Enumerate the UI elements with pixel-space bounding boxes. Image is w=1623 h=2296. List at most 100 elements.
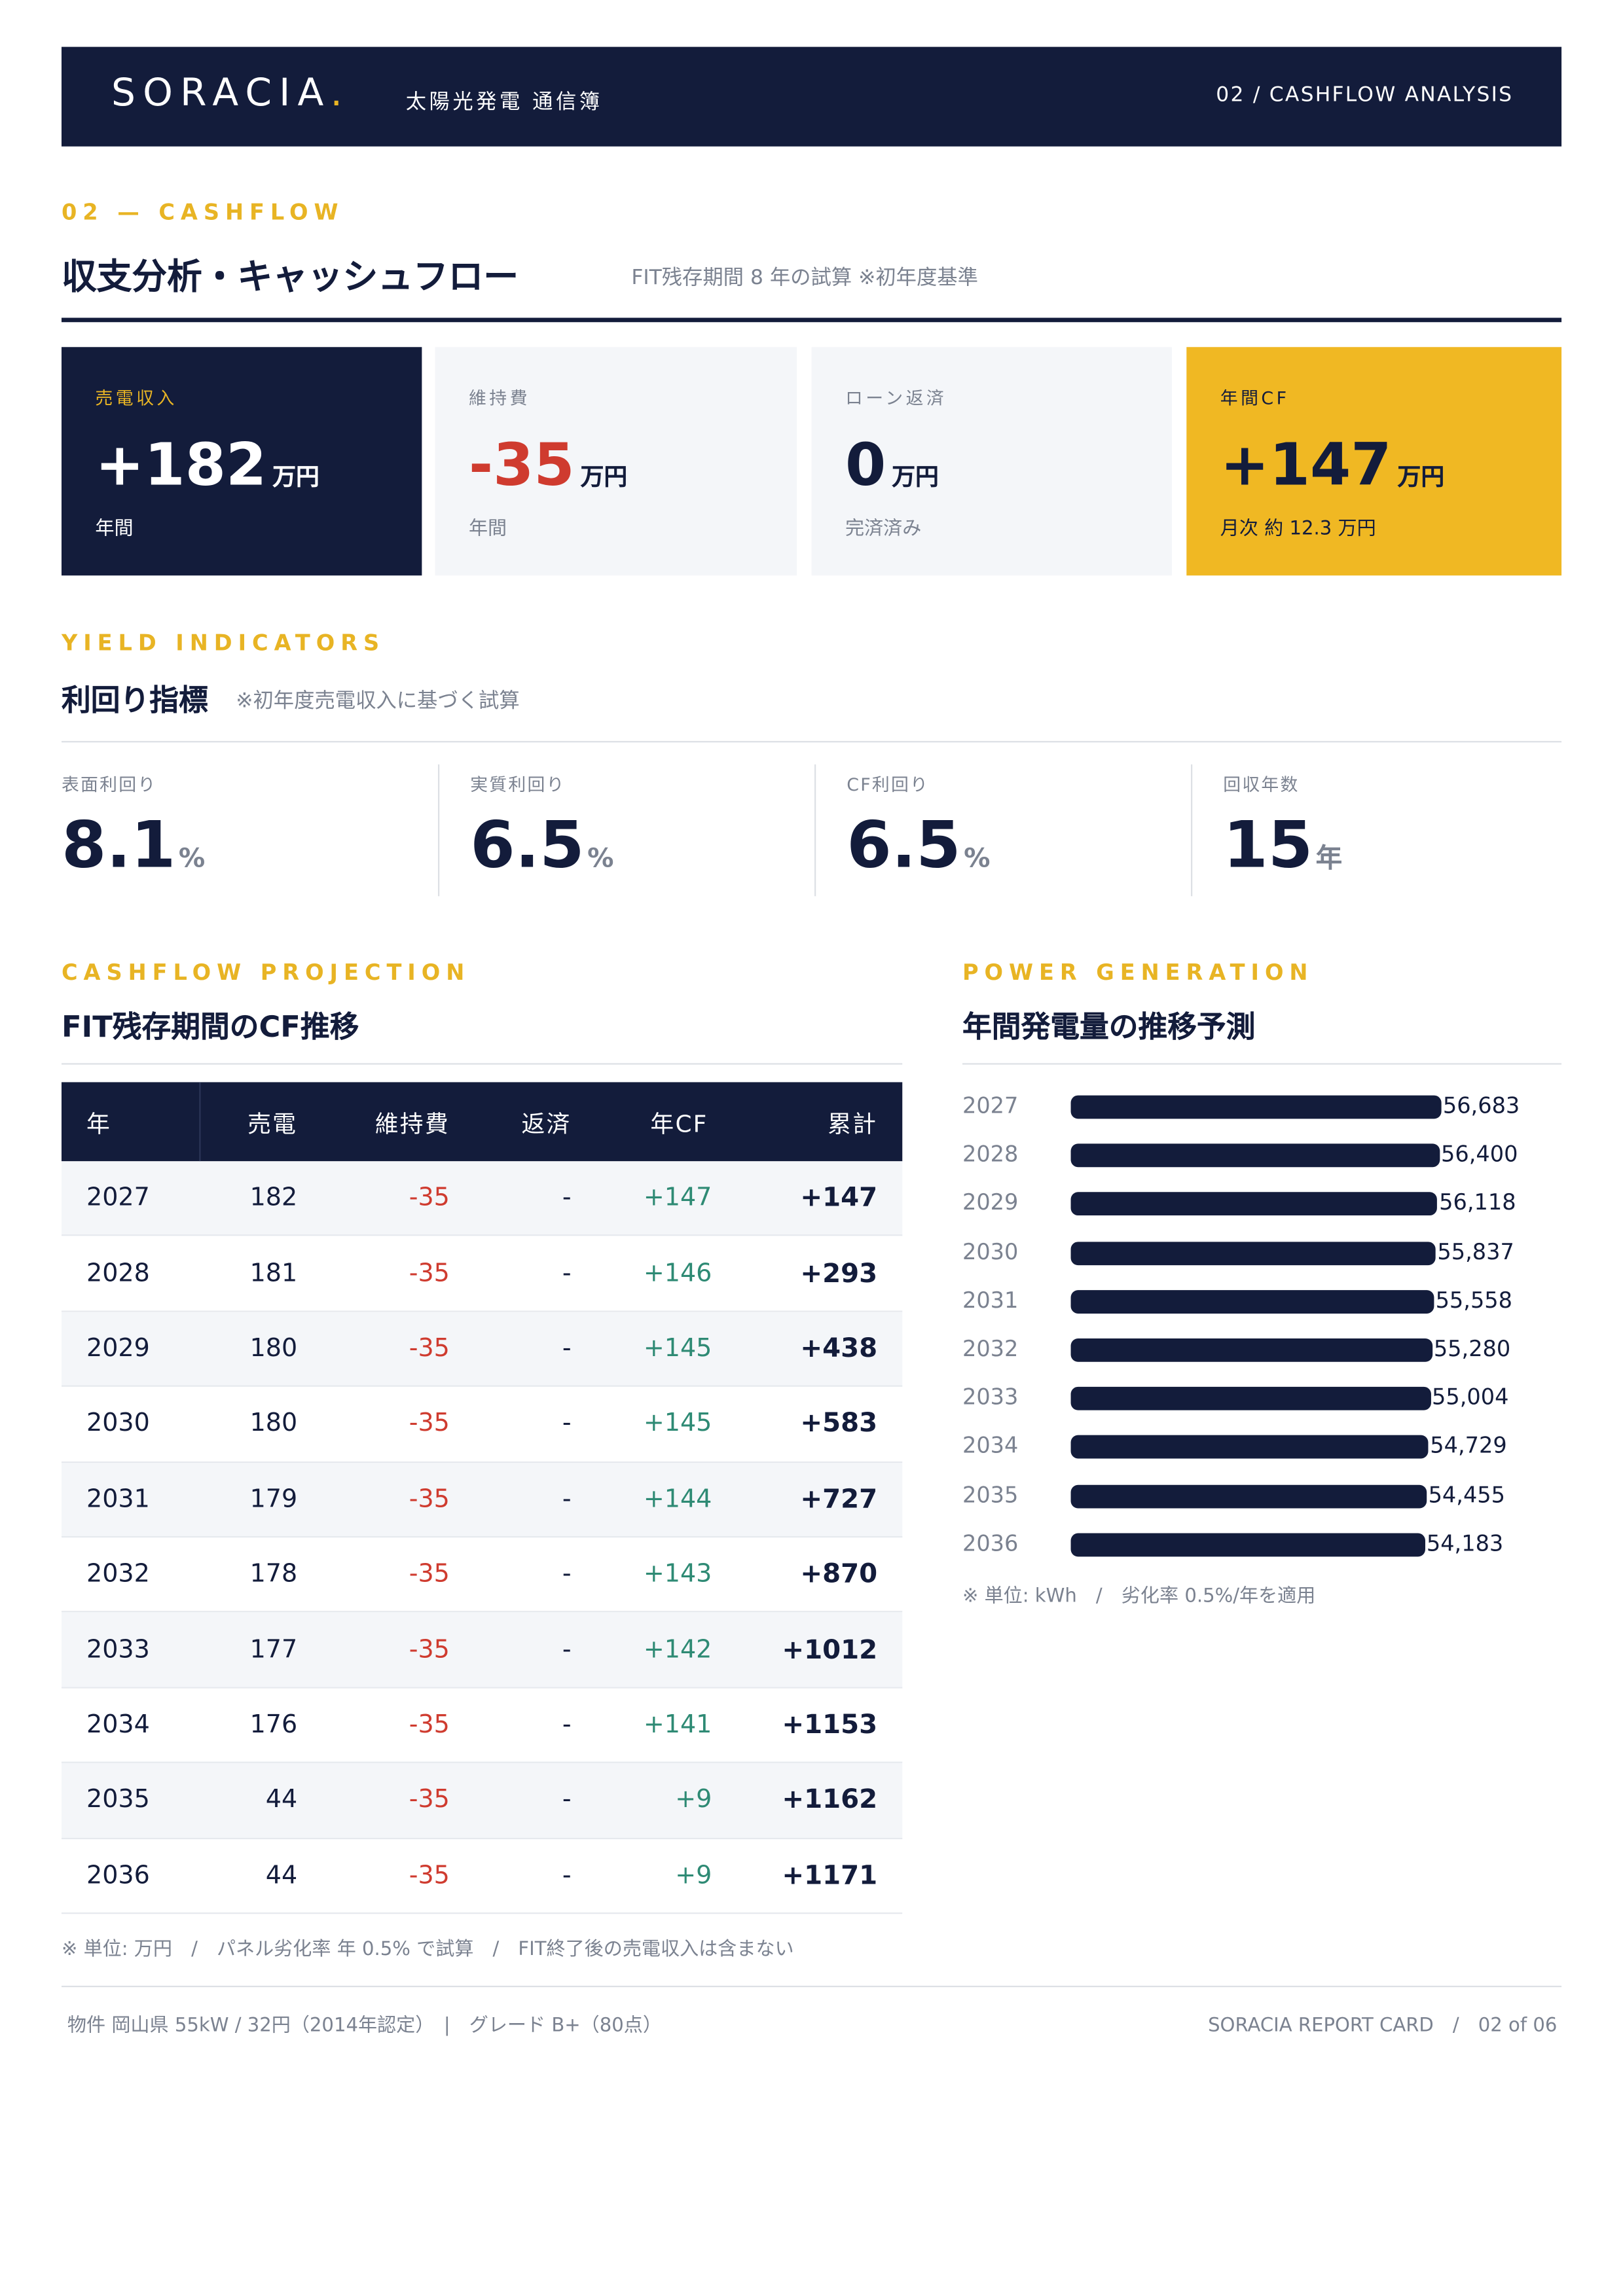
table-cell: +142 [643,1635,712,1664]
kpi-sub: 年間 [468,518,507,541]
yield-value: 6.5% [847,808,990,883]
rule [61,317,1562,323]
table-cell: 182 [249,1183,298,1213]
table-cell: +1162 [782,1785,878,1816]
table-cell: 2030 [86,1409,150,1439]
table-row: 2032 178 -35 - +143 +870 [61,1537,903,1613]
table-cell: +870 [800,1559,878,1590]
value-label: 55,558 [1435,1287,1513,1314]
table-cell: -35 [409,1861,450,1890]
separator [1191,764,1193,897]
yield-item: 表面利回り 8.1% [62,764,354,896]
yield-unit: % [587,843,614,874]
table-cell: - [562,1861,572,1890]
kpi-label: ローン返済 [845,387,947,409]
table-row: 2035 44 -35 - +9 +1162 [61,1763,903,1839]
table-cell: +9 [675,1861,712,1890]
year-label: 2028 [962,1141,1019,1168]
table-row: 2030 180 -35 - +145 +583 [61,1387,903,1463]
table-row: 2027 182 -35 - +147 +147 [61,1161,903,1237]
value-label: 54,729 [1430,1433,1507,1460]
separator [437,764,440,897]
yield-label: 表面利回り [61,774,157,795]
table-cell: +143 [643,1560,712,1589]
eyebrow: CASHFLOW PROJECTION [61,959,471,986]
footer-report: SORACIA REPORT CARD / 02 of 06 [1208,2015,1558,2037]
bar [1070,1435,1429,1460]
year-label: 2035 [962,1481,1019,1508]
year-label: 2029 [962,1189,1019,1216]
yield-item: 実質利回り 6.5% [470,764,763,896]
kpi-unit: 万円 [580,463,628,491]
kpi-unit: 万円 [892,463,939,491]
section-title: 収支分析・キャッシュフロー [61,256,519,298]
yield-item: 回収年数 15 年 [1223,764,1516,896]
value-label: 55,280 [1433,1335,1511,1362]
table-cell: 2031 [86,1484,150,1514]
table-cell: +1171 [782,1860,878,1892]
eyebrow: 02 — CASHFLOW [61,199,344,226]
kpi-label: 維持費 [468,387,530,409]
table-cell: 2036 [86,1861,150,1890]
kpi-number: 0 [845,432,886,499]
table-cell: - [562,1334,572,1363]
kpi-value: +182 万円 [95,432,319,499]
yield-title: 利回り指標 [61,682,208,718]
kpi-value: 0 万円 [845,432,939,499]
footer-property: 物件 岡山県 55kW / 32円（2014年認定） | グレード B+（80点… [67,2015,662,2037]
header-subtitle: 太陽光発電 通信簿 [405,90,603,115]
kpi-card: 年間CF +147 万円 月次 約 12.3 万円 [1186,347,1562,576]
table-header: 年 売電 維持費 返済 年CF 累計 [61,1082,903,1162]
kpi-label: 年間CF [1220,387,1290,409]
kpi-sub: 月次 約 12.3 万円 [1220,518,1376,541]
page-label: 02 / CASHFLOW ANALYSIS [1216,83,1514,107]
table-cell: 179 [249,1484,298,1514]
power-title: 年間発電量の推移予測 [962,1009,1256,1045]
table-row: 2031 179 -35 - +144 +727 [61,1462,903,1538]
yield-number: 15 [1223,808,1313,884]
bar [1070,1193,1438,1216]
table-cell: 177 [249,1635,298,1664]
kpi-card: 維持費 -35 万円 年間 [435,347,797,576]
table-cell: 178 [249,1560,298,1589]
table-cell: -35 [409,1635,450,1664]
header-bar: SORACIA. 太陽光発電 通信簿 02 / CASHFLOW ANALYSI… [61,46,1562,147]
table-cell: +147 [800,1183,878,1214]
year-label: 2033 [962,1384,1019,1411]
kpi-sub: 完済済み [845,518,922,541]
table-cell: +583 [800,1408,878,1440]
table-cell: +141 [643,1710,712,1740]
table-cell: -35 [409,1710,450,1740]
eyebrow: POWER GENERATION [962,959,1314,986]
table-row: 2029 180 -35 - +145 +438 [61,1312,903,1388]
table-cell: -35 [409,1259,450,1288]
table-cell: +147 [643,1183,712,1213]
kpi-unit: 万円 [272,463,319,491]
bar [1070,1095,1442,1119]
table-row: 2028 181 -35 - +146 +293 [61,1236,903,1312]
value-label: 54,183 [1426,1530,1504,1556]
rule [61,1985,1562,1988]
value-label: 55,837 [1437,1238,1514,1265]
brand-mark: . [330,71,350,116]
value-label: 56,683 [1442,1092,1520,1119]
kpi-number: +182 [95,432,267,499]
table-cell: +145 [643,1409,712,1439]
yield-label: CF利回り [847,774,930,795]
table-cell: 2028 [86,1259,150,1288]
bar [1070,1387,1431,1411]
yield-value: 6.5% [470,808,613,883]
year-label: 2032 [962,1335,1019,1362]
bar [1070,1484,1427,1508]
table-cell: - [562,1785,572,1815]
yield-unit: % [964,843,991,874]
kpi-unit: 万円 [1397,463,1445,491]
year-label: 2030 [962,1238,1019,1265]
table-cell: +9 [675,1785,712,1815]
year-label: 2036 [962,1530,1019,1556]
rule [61,1063,903,1065]
table-cell: -35 [409,1560,450,1589]
table-cell: +1153 [782,1710,878,1741]
table-cell: +1012 [782,1634,878,1666]
table-cell: -35 [409,1409,450,1439]
